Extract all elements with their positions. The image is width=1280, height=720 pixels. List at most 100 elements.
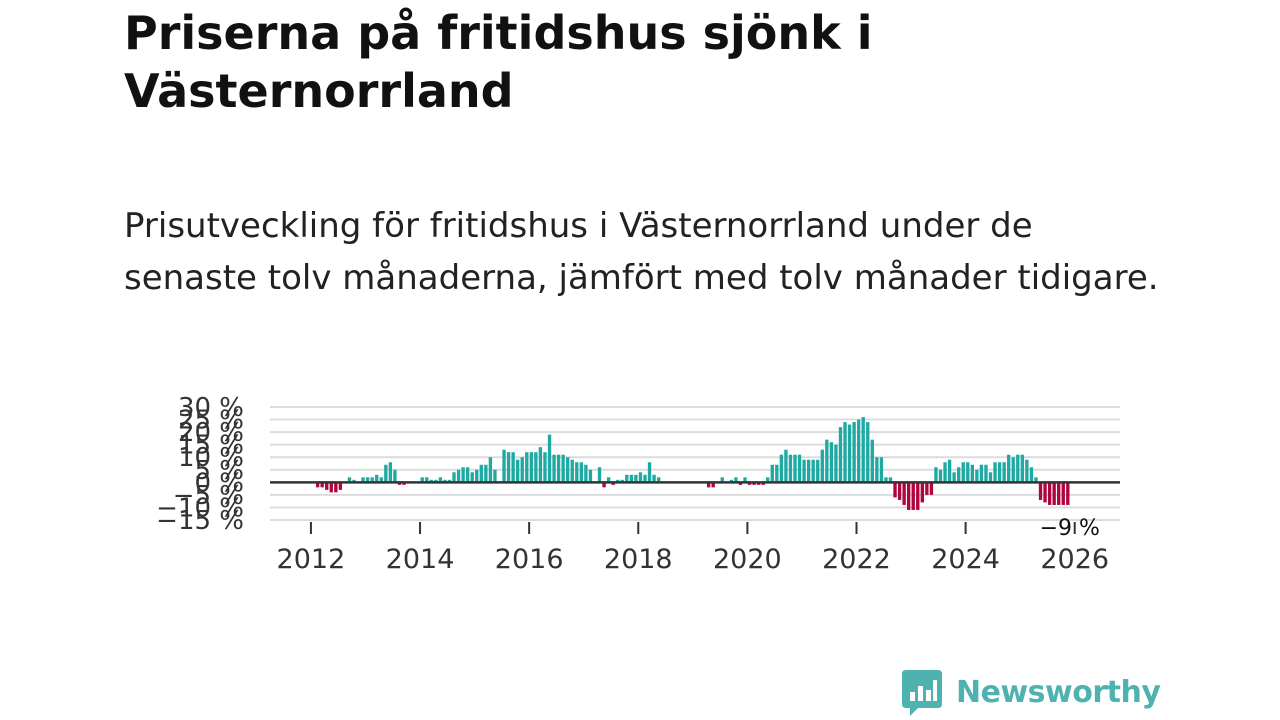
bar [706, 482, 711, 488]
bar [347, 477, 352, 483]
bar [1061, 482, 1065, 505]
x-tick-label: 2016 [495, 544, 564, 575]
y-tick-label: 15 % [178, 431, 244, 461]
bar [720, 477, 724, 483]
bar [625, 474, 629, 483]
bar [993, 462, 997, 483]
bar [779, 454, 784, 483]
last-value-label: −9 % [1040, 516, 1100, 541]
bar [479, 464, 483, 483]
bar [470, 472, 474, 483]
bar [902, 482, 906, 505]
bar [847, 424, 852, 483]
bar [652, 474, 656, 483]
chart-gridlines [270, 406, 1120, 521]
y-tick-label: 5 % [194, 456, 244, 486]
bar [388, 462, 393, 483]
bar [502, 449, 506, 483]
bar [997, 462, 1002, 483]
bar [402, 482, 406, 485]
bar [856, 419, 861, 483]
bar [534, 452, 538, 483]
bar [761, 482, 765, 485]
bar [793, 454, 797, 483]
bar [820, 449, 824, 483]
bar [866, 422, 870, 483]
bar [811, 459, 815, 483]
bar [438, 477, 443, 483]
bar [934, 467, 938, 483]
chart-x-axis: 2012 2014 2016 2018 2020 2022 2024 2026 [277, 522, 1109, 575]
bar [561, 454, 565, 483]
bar [634, 474, 638, 483]
bar [452, 472, 456, 483]
bar [338, 482, 343, 490]
bar [329, 482, 333, 493]
bar [806, 459, 811, 483]
chart-bars [315, 417, 1070, 510]
bar [511, 452, 515, 483]
bar [370, 477, 374, 483]
bar [456, 469, 461, 483]
bar [579, 462, 584, 483]
bar [1025, 459, 1029, 483]
bar [315, 482, 320, 488]
bar [484, 464, 488, 483]
bar [756, 482, 761, 485]
bar [325, 482, 329, 490]
bar [361, 477, 365, 483]
bar [566, 457, 570, 483]
bar [547, 434, 552, 483]
bar [543, 452, 547, 483]
bar [979, 464, 984, 483]
bar [447, 479, 452, 483]
bar [488, 457, 493, 483]
bar [375, 474, 379, 483]
y-tick-label: 10 % [178, 443, 244, 473]
bar [838, 427, 843, 483]
bar [575, 462, 579, 483]
x-tick-label: 2024 [931, 544, 1000, 575]
bar [352, 479, 356, 483]
bar [957, 467, 961, 483]
bar [1002, 462, 1006, 483]
bar [947, 459, 952, 483]
bar [602, 482, 606, 488]
bar [525, 452, 529, 483]
bar [1034, 477, 1038, 483]
x-tick-label: 2014 [386, 544, 455, 575]
bar [1047, 482, 1052, 505]
newsworthy-logo: Newsworthy [902, 670, 1161, 716]
x-tick-label: 2026 [1040, 544, 1109, 575]
bar [493, 469, 497, 483]
bar [711, 482, 715, 488]
y-tick-label: 30 % [178, 393, 244, 423]
y-tick-label: −15 % [156, 506, 244, 536]
brand-name: Newsworthy [956, 675, 1161, 710]
bar [520, 457, 524, 483]
x-tick-label: 2012 [277, 544, 346, 575]
bar [852, 422, 856, 483]
bar [816, 459, 820, 483]
bar [788, 454, 793, 483]
bar [656, 477, 661, 483]
bar [743, 477, 747, 483]
bar [911, 482, 915, 510]
bar [611, 482, 615, 485]
bar [556, 454, 561, 483]
bar [1066, 482, 1070, 505]
bar [834, 444, 838, 483]
bar [434, 479, 438, 483]
bar [738, 482, 743, 485]
bar [425, 477, 429, 483]
bar [1016, 454, 1020, 483]
bar [647, 462, 652, 483]
bar [529, 452, 533, 483]
bar [966, 462, 970, 483]
bar [643, 474, 647, 483]
bar [420, 477, 424, 483]
bar [729, 479, 734, 483]
bar [465, 467, 470, 483]
bar [825, 439, 829, 483]
bar [365, 477, 370, 483]
